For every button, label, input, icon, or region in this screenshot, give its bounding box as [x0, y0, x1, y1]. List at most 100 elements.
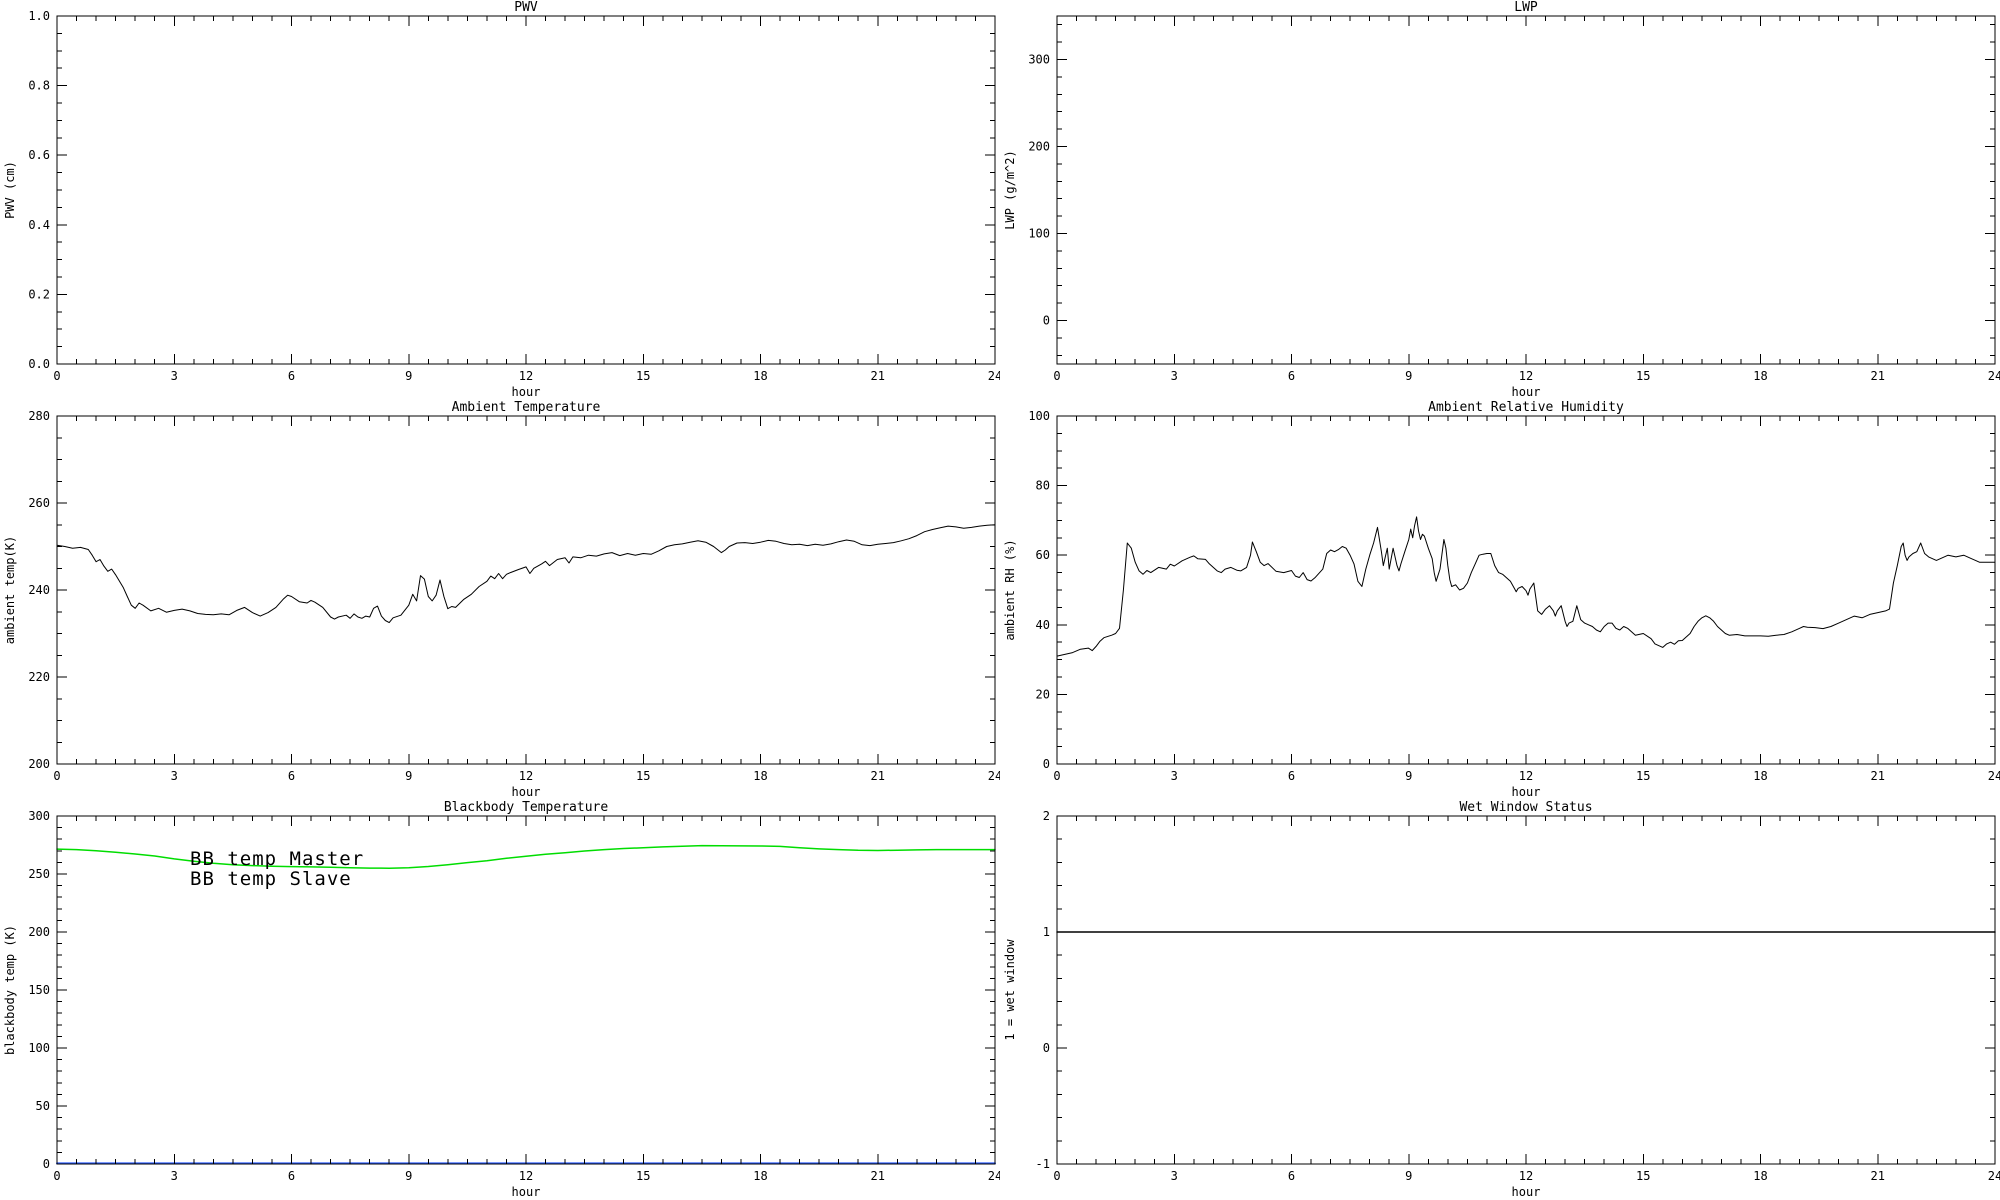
svg-text:3: 3 [1171, 369, 1178, 383]
x-axis-label: hour [512, 785, 541, 799]
svg-text:15: 15 [1636, 1169, 1650, 1183]
svg-text:0.2: 0.2 [28, 287, 50, 301]
chart-title: LWP [1514, 0, 1538, 15]
svg-text:0: 0 [43, 1157, 50, 1171]
svg-text:1: 1 [1043, 925, 1050, 939]
svg-text:24: 24 [988, 1169, 1000, 1183]
y-axis-label: blackbody temp (K) [3, 925, 17, 1055]
svg-text:18: 18 [753, 1169, 767, 1183]
svg-text:0.0: 0.0 [28, 357, 50, 371]
y-axis-label: 1 = wet window [1003, 939, 1017, 1041]
svg-text:150: 150 [28, 983, 50, 997]
svg-text:24: 24 [988, 369, 1000, 383]
svg-text:15: 15 [1636, 369, 1650, 383]
lwp-chart: 300 200 100 0 24 21 18 15 12 9 6 3 0 LWP LWP (g/m^2)… [1003, 0, 2000, 399]
panel-lwp: 300 200 100 0 24 21 18 15 12 9 6 3 0 LWP LWP (g/m^2)… [1000, 0, 2000, 400]
svg-text:0.4: 0.4 [28, 218, 50, 232]
svg-text:0: 0 [1053, 369, 1060, 383]
blackbody-temperature-chart: 300 250 200 150 100 50 0 24 21 18 15 12 9 6 3 0 Blackbo… [3, 800, 1000, 1199]
svg-text:3: 3 [171, 1169, 178, 1183]
svg-text:21: 21 [871, 369, 885, 383]
svg-text:0: 0 [53, 1169, 60, 1183]
svg-text:0: 0 [1043, 314, 1050, 328]
svg-text:12: 12 [1519, 769, 1533, 783]
svg-text:200: 200 [28, 757, 50, 771]
svg-text:6: 6 [288, 769, 295, 783]
svg-text:60: 60 [1036, 548, 1050, 562]
svg-text:0: 0 [1053, 1169, 1060, 1183]
svg-text:200: 200 [1028, 140, 1050, 154]
svg-text:18: 18 [1753, 1169, 1767, 1183]
chart-title: Ambient Temperature [452, 400, 601, 415]
chart-title: Blackbody Temperature [444, 800, 609, 815]
svg-text:0: 0 [53, 369, 60, 383]
svg-text:250: 250 [28, 867, 50, 881]
svg-text:9: 9 [1405, 369, 1412, 383]
svg-text:9: 9 [405, 769, 412, 783]
svg-text:0.8: 0.8 [28, 79, 50, 93]
panel-ambient-temperature: 280 260 240 220 200 24 21 18 15 12 9 6 3 0 Ambient Te… [0, 400, 1000, 800]
x-axis-label: hour [512, 1185, 541, 1199]
svg-text:240: 240 [28, 583, 50, 597]
svg-text:200: 200 [28, 925, 50, 939]
svg-text:24: 24 [988, 769, 1000, 783]
svg-text:-1: -1 [1036, 1157, 1050, 1171]
svg-text:0: 0 [1043, 757, 1050, 771]
svg-text:15: 15 [1636, 769, 1650, 783]
svg-text:3: 3 [171, 769, 178, 783]
svg-text:2: 2 [1043, 809, 1050, 823]
panel-ambient-relative-humidity: 100 80 60 40 20 0 24 21 18 15 12 9 6 3 0 Ambient Relat… [1000, 400, 2000, 800]
svg-text:100: 100 [1028, 227, 1050, 241]
svg-text:21: 21 [871, 1169, 885, 1183]
chart-title: Wet Window Status [1459, 800, 1592, 815]
svg-text:18: 18 [753, 769, 767, 783]
svg-text:0: 0 [1053, 769, 1060, 783]
svg-text:300: 300 [1028, 53, 1050, 67]
svg-text:6: 6 [1288, 369, 1295, 383]
svg-text:12: 12 [1519, 1169, 1533, 1183]
svg-text:12: 12 [519, 769, 533, 783]
ambient-relative-humidity-chart: 100 80 60 40 20 0 24 21 18 15 12 9 6 3 0 Ambient Relat… [1003, 400, 2000, 799]
panel-pwv: 1.0 0.8 0.6 0.4 0.2 0.0 24 21 18 15 12 9 6 3 0 PWV PWV… [0, 0, 1000, 400]
svg-text:100: 100 [28, 1041, 50, 1055]
svg-text:0: 0 [53, 769, 60, 783]
x-axis-label: hour [512, 385, 541, 399]
svg-text:6: 6 [288, 1169, 295, 1183]
svg-text:6: 6 [288, 369, 295, 383]
svg-text:9: 9 [1405, 769, 1412, 783]
legend-item-bb-temp-slave: BB temp Slave [190, 868, 352, 890]
svg-text:9: 9 [405, 1169, 412, 1183]
svg-text:6: 6 [1288, 1169, 1295, 1183]
svg-text:21: 21 [1871, 1169, 1885, 1183]
svg-text:3: 3 [1171, 1169, 1178, 1183]
svg-text:1.0: 1.0 [28, 9, 50, 23]
y-axis-label: LWP (g/m^2) [1003, 150, 1017, 229]
chart-title: PWV [514, 0, 538, 15]
svg-text:18: 18 [753, 369, 767, 383]
svg-text:80: 80 [1036, 479, 1050, 493]
svg-text:3: 3 [171, 369, 178, 383]
legend-item-bb-temp-master: BB temp Master [190, 848, 364, 870]
svg-text:18: 18 [1753, 769, 1767, 783]
svg-text:15: 15 [636, 769, 650, 783]
svg-text:220: 220 [28, 670, 50, 684]
svg-text:15: 15 [636, 1169, 650, 1183]
panel-wet-window-status: 2 1 0 -1 24 21 18 15 12 9 6 3 0 Wet Window Status 1 … [1000, 800, 2000, 1200]
svg-text:21: 21 [1871, 369, 1885, 383]
svg-text:12: 12 [519, 1169, 533, 1183]
x-axis-label: hour [1512, 785, 1541, 799]
svg-text:21: 21 [1871, 769, 1885, 783]
svg-text:24: 24 [1988, 769, 2000, 783]
x-axis-label: hour [1512, 1185, 1541, 1199]
svg-text:18: 18 [1753, 369, 1767, 383]
svg-text:50: 50 [36, 1099, 50, 1113]
svg-text:40: 40 [1036, 618, 1050, 632]
svg-text:100: 100 [1028, 409, 1050, 423]
y-axis-label: PWV (cm) [3, 161, 17, 219]
svg-text:6: 6 [1288, 769, 1295, 783]
svg-text:9: 9 [405, 369, 412, 383]
svg-text:24: 24 [1988, 369, 2000, 383]
svg-text:3: 3 [1171, 769, 1178, 783]
svg-text:15: 15 [636, 369, 650, 383]
